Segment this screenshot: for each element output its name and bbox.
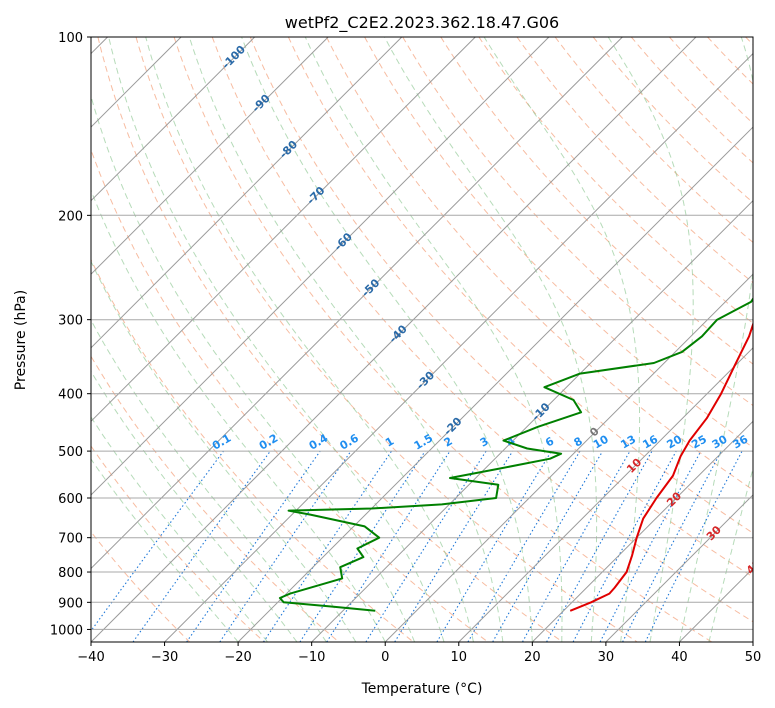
mixing-ratio-line [326,450,451,642]
isotherm-line [164,52,753,642]
moist-adiabat [483,37,641,642]
x-tick-label: 30 [598,650,615,665]
isotherm-line [752,641,753,642]
mixing-ratio-line [644,450,743,642]
y-tick-label: 500 [58,445,83,460]
moist-adiabat [607,37,694,642]
y-tick-label: 100 [58,31,83,46]
profile-series [278,297,753,612]
moist-adiabat [91,319,327,642]
plot-frame [90,36,754,643]
isotherm-line [531,420,753,642]
isotherm-line [91,37,623,570]
dry-adiabat [516,37,753,284]
mixing-ratio-line [572,450,677,642]
isotherm-line [91,37,550,496]
isotherm-label: 40 [744,557,764,577]
x-tick-label: 50 [745,650,762,665]
isotherm-line [91,37,403,349]
moist-adiabat [91,260,357,642]
chart-title: wetPf2_C2E2.2023.362.18.47.G06 [285,13,559,33]
isotherm-line [384,273,753,642]
x-tick-label: −20 [224,650,251,665]
isotherm-line [237,126,753,642]
moist-adiabat [304,37,563,642]
y-tick-label: 700 [58,532,83,547]
axis-ticks: −40 −30 −20 −10 0 10 20 30 40 50 100 200 300 400 500 60… [50,31,761,665]
y-tick-label: 300 [58,314,83,329]
y-tick-label: 600 [58,492,83,507]
dry-adiabat [402,37,753,407]
x-tick-label: 20 [524,650,541,665]
mixing-ratio-line [263,450,392,642]
y-axis-label: Pressure (hPa) [13,290,29,390]
x-tick-label: 0 [381,650,389,665]
y-tick-label: 800 [58,566,83,581]
isotherm-line [605,494,753,642]
mixing-ratio-line [299,450,426,642]
mixing-ratio-line [394,450,514,642]
dry-adiabat [173,37,713,642]
moist-adiabat [91,370,298,642]
x-tick-label: 10 [451,650,468,665]
isotherm-line [458,347,753,642]
dry-adiabat [440,37,753,365]
moist-adiabat [145,37,474,642]
moist-adiabat [241,37,533,642]
x-tick-label: −10 [298,650,325,665]
plot-area [91,37,753,642]
isotherm-line [311,199,753,642]
moist-adiabat [91,188,386,642]
isotherm-line [91,37,697,642]
dry-adiabat [554,37,753,244]
isotherm-line [91,37,329,275]
y-tick-label: 200 [58,209,83,224]
moist-adiabat [108,37,445,642]
mixing-ratio-line [522,450,631,642]
moist-adiabat [708,466,753,642]
mixing-ratio-line [132,450,271,642]
temperature-profile [569,321,753,612]
x-tick-label: −40 [77,650,104,665]
dry-adiabat [91,530,191,642]
dry-adiabat [91,445,265,642]
moist-adiabat [188,37,504,642]
mixing-ratio-line [91,450,224,632]
dry-adiabat [135,37,638,642]
dry-adiabat [287,37,753,534]
y-tick-label: 400 [58,388,83,403]
gridlines [91,37,753,642]
x-tick-label: 40 [671,650,688,665]
x-axis-label: Temperature (°C) [361,681,483,697]
moist-adiabat [678,37,753,642]
mixing-ratio-line [546,450,653,642]
moist-adiabat [91,458,239,642]
isotherm-line [91,37,256,202]
mixing-ratio-line [219,450,352,642]
x-tick-label: −30 [151,650,178,665]
y-tick-label: 900 [58,596,83,611]
y-tick-label: 1000 [50,623,83,638]
moist-adiabat [91,416,268,642]
mixing-ratio-line [186,450,321,642]
isotherm-line [91,37,476,423]
dewpoint-profile [278,297,753,612]
